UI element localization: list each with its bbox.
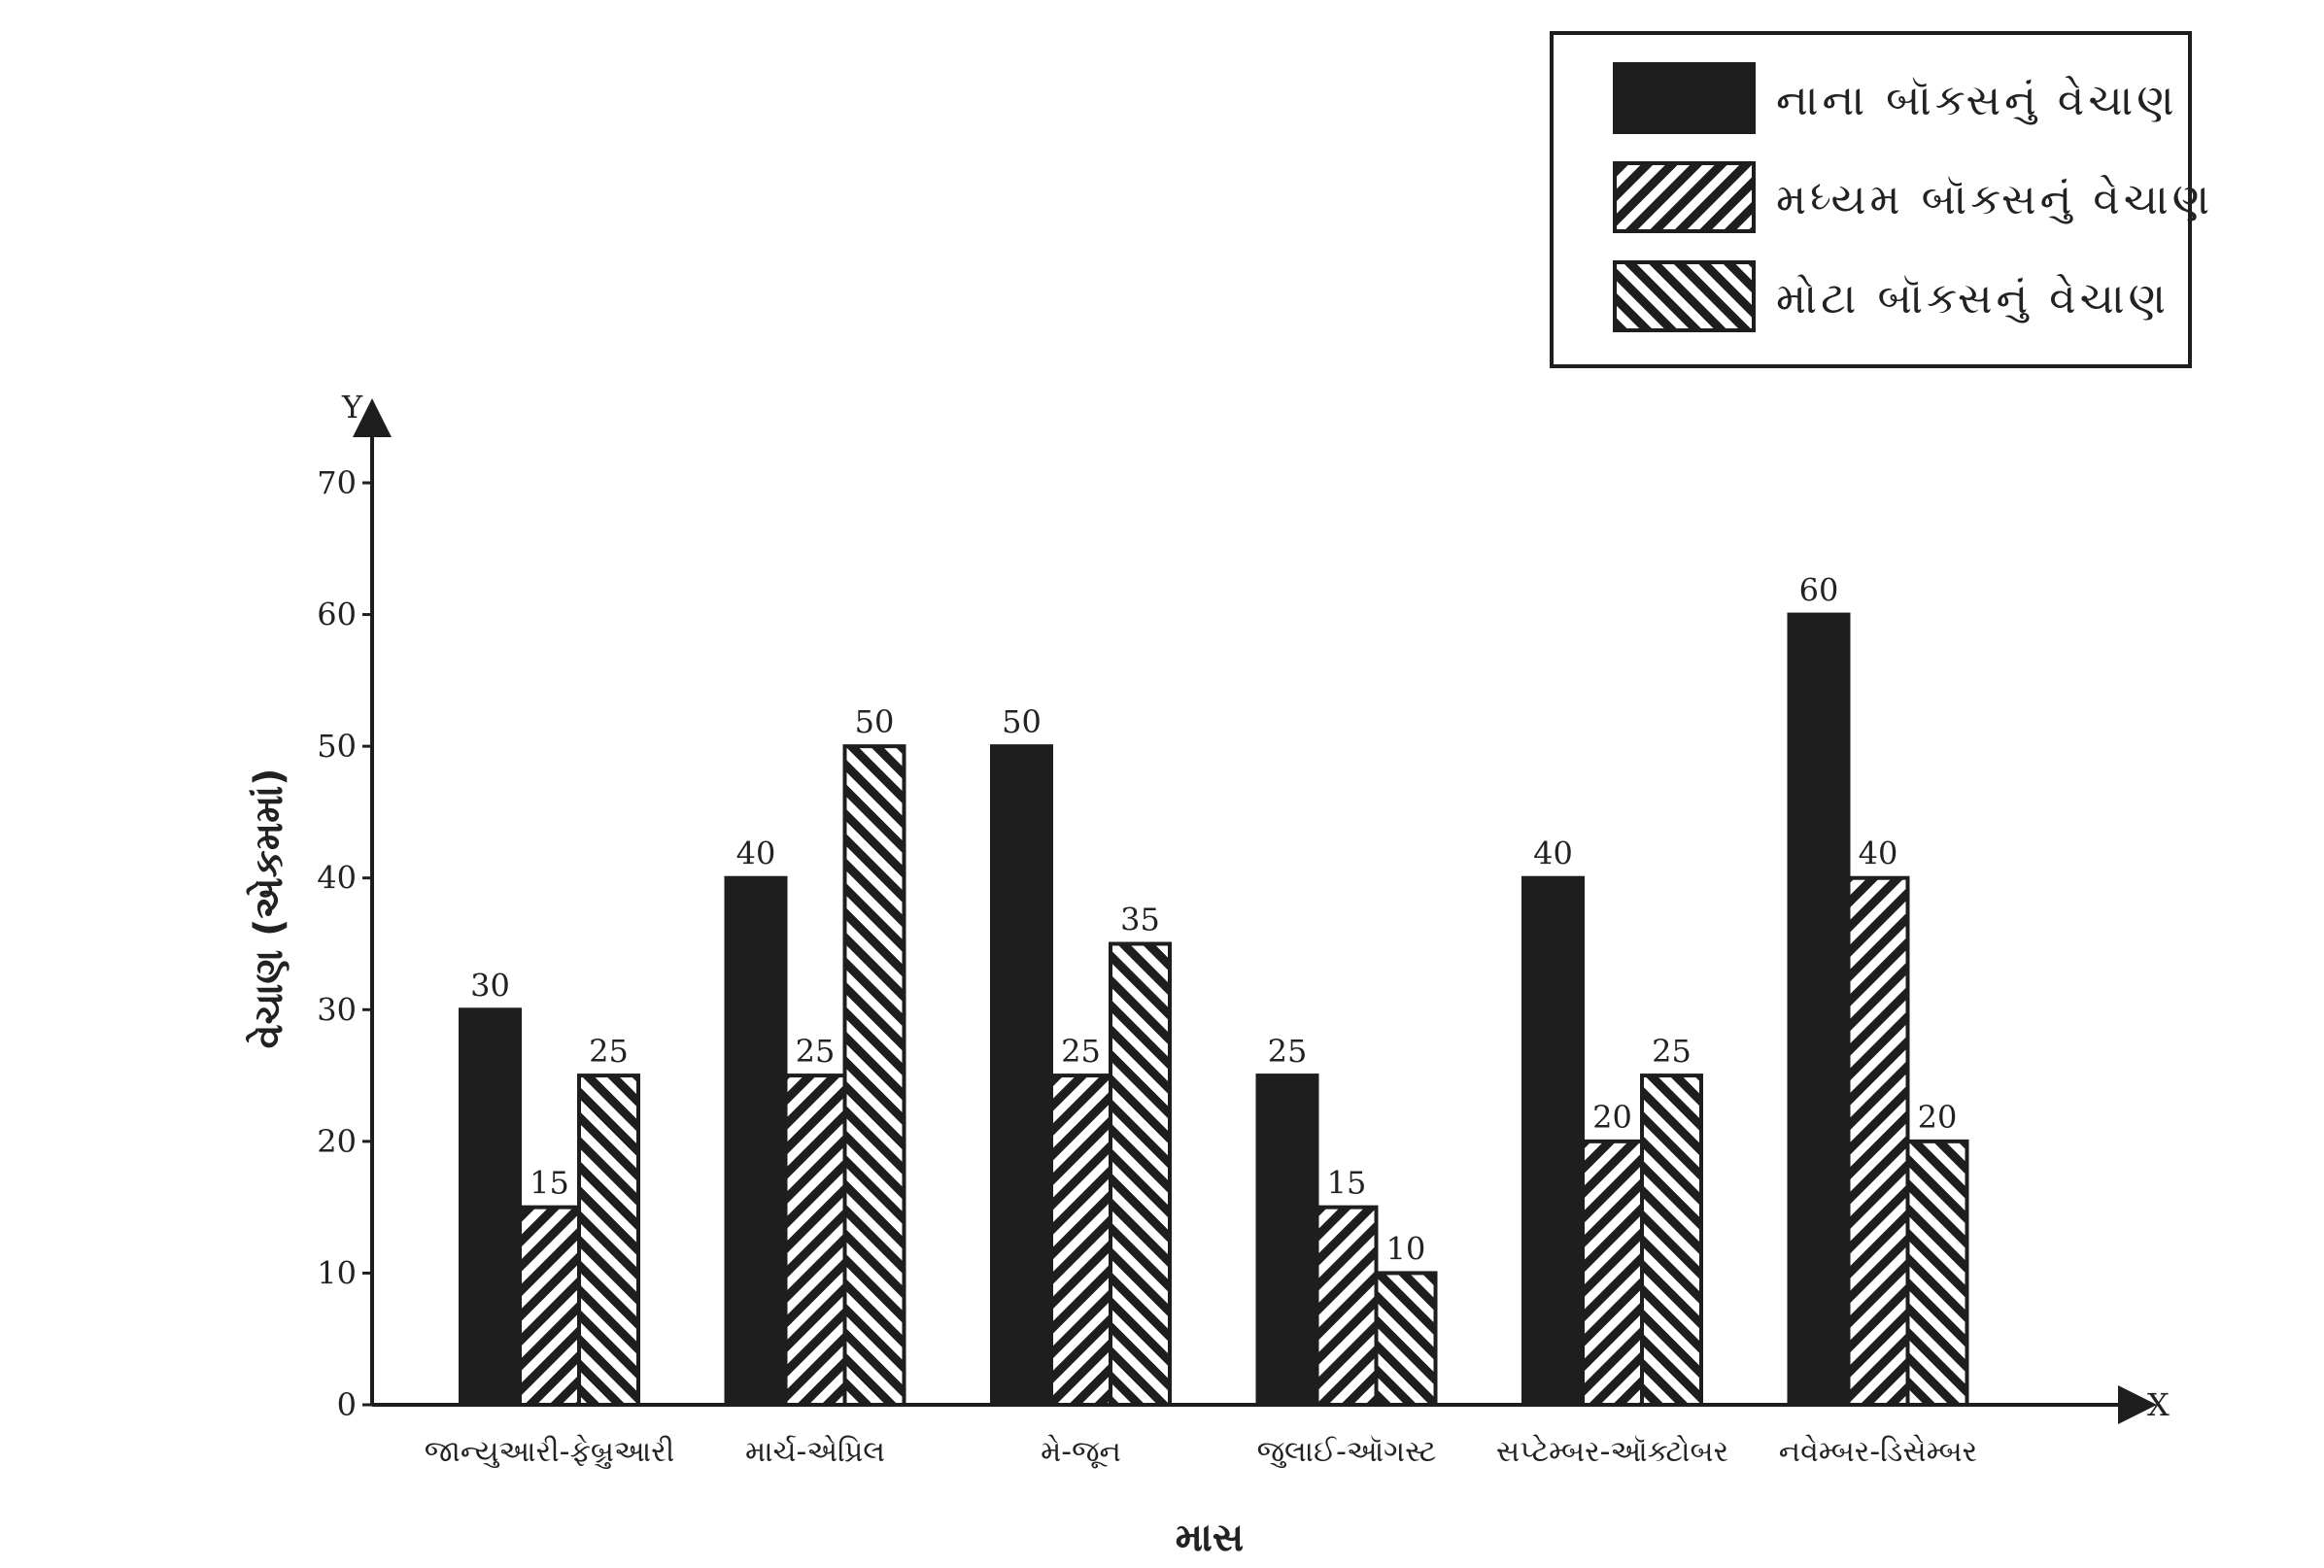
legend-swatch-3 [1613, 260, 1756, 332]
bar-1 [1787, 612, 1851, 1407]
bar-1 [990, 744, 1053, 1407]
bar-1 [459, 1007, 522, 1408]
legend-label: મોટા બૉક્સનું વેચાણ [1776, 274, 2170, 324]
data-label: 15 [530, 1165, 569, 1202]
x-axis-letter: X [2147, 1386, 2170, 1423]
bar-3 [1109, 941, 1172, 1407]
data-label: 30 [470, 967, 510, 1004]
bar-2 [1315, 1205, 1379, 1407]
data-label: 50 [855, 703, 895, 740]
data-label: 40 [736, 835, 776, 872]
data-label: 50 [1002, 703, 1042, 740]
legend-label: નાના બૉક્સનું વેચાણ [1776, 76, 2178, 125]
data-label: 10 [1386, 1230, 1426, 1267]
data-label: 15 [1327, 1165, 1367, 1202]
bar-3 [577, 1074, 640, 1407]
x-tick-label: માર્ચ-એપ્રિલ [745, 1435, 885, 1469]
y-tick-label: 60 [317, 597, 357, 633]
bar-2 [1049, 1074, 1112, 1407]
data-label: 25 [1652, 1033, 1692, 1070]
bar-2 [1846, 875, 1910, 1407]
bar-2 [518, 1205, 581, 1407]
legend-swatch-1 [1613, 62, 1756, 134]
bar-3 [1374, 1271, 1438, 1408]
bar-2 [783, 1074, 847, 1407]
data-label: 40 [1859, 835, 1898, 872]
data-label: 60 [1799, 572, 1839, 609]
data-label: 35 [1120, 902, 1160, 938]
bar-1 [1521, 875, 1585, 1407]
legend-label: મધ્યમ બૉક્સનું વેચાણ [1776, 175, 2213, 224]
data-label: 25 [796, 1033, 836, 1070]
x-axis-title: માસ [1176, 1516, 1244, 1560]
y-axis-letter: Y [341, 389, 363, 426]
data-label: 40 [1533, 835, 1573, 872]
data-label: 25 [589, 1033, 629, 1070]
data-label: 20 [1592, 1099, 1632, 1136]
x-tick-label: મે-જૂન [1041, 1435, 1121, 1469]
y-tick-label: 20 [317, 1123, 357, 1160]
y-axis-title: વેચાણ (એકમમાં) [246, 768, 291, 1049]
bar-3 [1905, 1139, 1969, 1408]
data-label: 20 [1918, 1099, 1958, 1136]
bar-3 [842, 744, 906, 1407]
bar-2 [1581, 1139, 1644, 1408]
x-tick-label: નવેમ્બર-ડિસેમ્બર [1779, 1435, 1977, 1469]
x-tick-label: જુલાઈ-ઑગસ્ટ [1257, 1435, 1437, 1469]
legend-swatch-2 [1613, 161, 1756, 233]
x-tick-label: સપ્ટેમ્બર-ઑક્ટોબર [1496, 1435, 1728, 1469]
y-tick-label: 10 [317, 1254, 357, 1291]
y-tick-label: 50 [317, 728, 357, 765]
bar-1 [724, 875, 788, 1407]
bar-1 [1255, 1074, 1319, 1407]
bar-3 [1640, 1074, 1703, 1407]
y-tick-label: 40 [317, 860, 357, 897]
data-label: 25 [1268, 1033, 1308, 1070]
y-tick-label: 30 [317, 991, 357, 1028]
x-tick-label: જાન્યુઆરી-ફેબ્રુઆરી [425, 1435, 675, 1470]
y-tick-label: 70 [317, 464, 357, 501]
y-tick-label: 0 [337, 1386, 357, 1423]
data-label: 25 [1061, 1033, 1101, 1070]
